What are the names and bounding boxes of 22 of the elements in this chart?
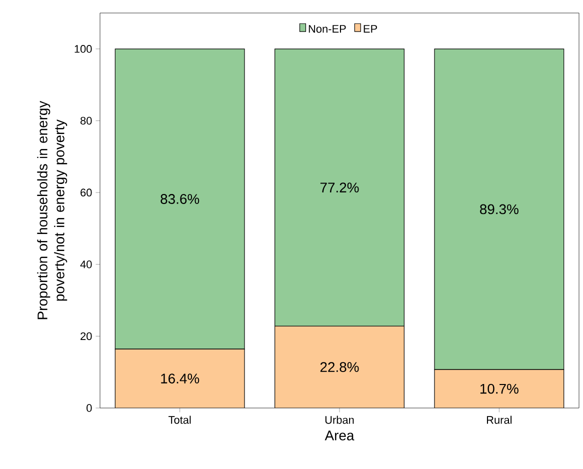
y-tick-label: 40 xyxy=(80,260,92,268)
bar xyxy=(274,326,404,408)
y-tick-label: 80 xyxy=(80,116,92,125)
y-tick-label: 20 xyxy=(80,332,92,340)
bar xyxy=(114,348,245,408)
data-label: 83.6% xyxy=(160,194,200,204)
data-label: 22.8% xyxy=(320,362,359,372)
data-label: 16.4% xyxy=(161,374,200,384)
x-tick-label: Rural xyxy=(486,416,512,424)
legend-label: Non-EP xyxy=(308,25,346,33)
x-tick-label: Total xyxy=(168,416,191,424)
x-tick-label: Urban xyxy=(325,416,354,424)
data-label: 77.2% xyxy=(320,182,359,192)
y-tick-label: 60 xyxy=(80,188,92,196)
y-tick-label: 100 xyxy=(74,45,92,53)
data-label: 89.3% xyxy=(480,204,518,214)
x-axis-title: Area xyxy=(324,430,354,440)
data-label: 10.7% xyxy=(480,384,518,394)
legend-label: EP xyxy=(364,25,377,33)
y-axis-title: Proportion of households in energy poverty/not in energy poverty xyxy=(37,100,68,320)
bar xyxy=(434,369,564,408)
y-tick-label: 0 xyxy=(86,404,92,412)
